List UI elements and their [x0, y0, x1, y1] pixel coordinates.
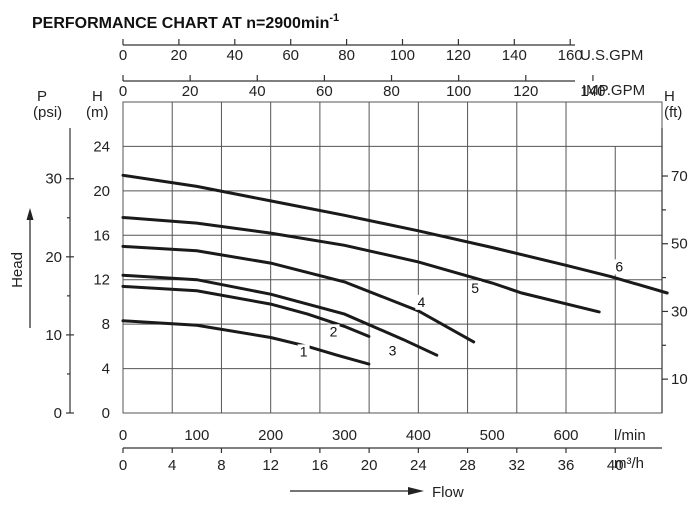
curve-label-backdrop — [386, 343, 399, 359]
pressure-tick-label: 20 — [45, 249, 62, 266]
flow-lmin-tick-label: 600 — [553, 427, 578, 444]
curve-label-backdrop — [415, 294, 428, 310]
impgpm-tick-label: 140 — [580, 83, 605, 100]
pressure-unit-label: (psi) — [33, 104, 62, 121]
usgpm-tick-label: 100 — [390, 47, 415, 64]
flow-m3h-tick-label: 12 — [262, 457, 279, 474]
performance-curves: 1 2 3 4 5 6 — [121, 173, 669, 366]
flow-lmin-unit-label: l/min — [614, 427, 646, 444]
pressure-axis-symbol: P — [37, 88, 47, 105]
flow-lmin-tick-label: 0 — [119, 427, 127, 444]
curve-label-6: 6 — [615, 258, 623, 274]
flow-axis-label: Flow — [290, 484, 464, 501]
usgpm-tick-label: 20 — [171, 47, 188, 64]
head-m-tick-label: 4 — [102, 361, 110, 378]
head-m-tick-label: 20 — [93, 183, 110, 200]
curve-2 — [121, 284, 371, 338]
head-m-tick-label: 24 — [93, 138, 110, 155]
curve-4 — [121, 244, 476, 344]
flow-lmin-tick-label: 400 — [406, 427, 431, 444]
usgpm-tick-label: 140 — [502, 47, 527, 64]
curve-label-1: 1 — [300, 343, 308, 359]
curve-5 — [121, 216, 601, 314]
flow-lmin-tick-label: 300 — [332, 427, 357, 444]
flow-axis-arrow-head — [408, 487, 424, 495]
flow-axis-label-text: Flow — [432, 484, 464, 501]
flow-lmin-tick-label: 200 — [258, 427, 283, 444]
curve-3 — [121, 273, 439, 357]
pressure-tick-label: 0 — [54, 405, 62, 422]
head-ft-unit-label: (ft) — [664, 104, 682, 121]
flow-m3h-tick-label: 20 — [361, 457, 378, 474]
impgpm-tick-label: 0 — [119, 83, 127, 100]
head-m-tick-label: 8 — [102, 316, 110, 333]
curve-label-4: 4 — [417, 294, 425, 310]
head-m-unit-label: (m) — [86, 104, 109, 121]
head-m-tick-label: 16 — [93, 227, 110, 244]
impgpm-tick-label: 20 — [182, 83, 199, 100]
curve-label-backdrop — [469, 281, 482, 297]
head-ft-tick-label: 30 — [671, 303, 688, 320]
curve-6 — [121, 173, 669, 295]
flow-m3h-tick-label: 36 — [558, 457, 575, 474]
head-axis-label: Head — [9, 208, 34, 328]
chart-title-superscript: -1 — [329, 12, 339, 24]
flow-m3h-tick-label: 24 — [410, 457, 427, 474]
flow-m3h-unit-label: m³/h — [614, 455, 644, 472]
flow-m3h-tick-label: 40 — [607, 457, 624, 474]
head-axis-arrow-head — [26, 208, 34, 220]
curve-label-backdrop — [613, 259, 626, 275]
flow-m3h-tick-label: 8 — [217, 457, 225, 474]
impgpm-tick-label: 40 — [249, 83, 266, 100]
usgpm-tick-label: 120 — [446, 47, 471, 64]
chart-title: PERFORMANCE CHART AT n=2900min-1 — [32, 12, 339, 32]
head-m-tick-label: 12 — [93, 272, 110, 289]
usgpm-tick-label: 160 — [558, 47, 583, 64]
impgpm-unit-label: IMP.GPM — [582, 82, 645, 99]
curve-label-3: 3 — [389, 343, 397, 359]
curve-1 — [121, 319, 371, 366]
plot-grid — [122, 101, 663, 414]
head-axis-label-text: Head — [9, 252, 26, 288]
usgpm-unit-label: U.S.GPM — [580, 47, 643, 64]
flow-m3h-tick-label: 0 — [119, 457, 127, 474]
usgpm-tick-label: 40 — [226, 47, 243, 64]
impgpm-tick-label: 100 — [446, 83, 471, 100]
impgpm-tick-label: 120 — [513, 83, 538, 100]
plot-axes — [69, 44, 663, 449]
usgpm-tick-label: 80 — [338, 47, 355, 64]
head-m-tick-label: 0 — [102, 405, 110, 422]
impgpm-axis-symbol: H — [92, 88, 103, 105]
flow-lmin-tick-label: 100 — [184, 427, 209, 444]
usgpm-tick-label: 0 — [119, 47, 127, 64]
impgpm-tick-label: 80 — [383, 83, 400, 100]
flow-m3h-tick-label: 28 — [459, 457, 476, 474]
impgpm-tick-label: 60 — [316, 83, 333, 100]
head-ft-tick-label: 70 — [671, 168, 688, 185]
head-ft-tick-label: 50 — [671, 236, 688, 253]
flow-m3h-tick-label: 32 — [508, 457, 525, 474]
chart-title-main: PERFORMANCE CHART AT n=2900min — [32, 15, 329, 32]
flow-lmin-tick-label: 500 — [480, 427, 505, 444]
flow-m3h-tick-label: 4 — [168, 457, 176, 474]
head-ft-tick-label: 10 — [671, 371, 688, 388]
curve-label-backdrop — [297, 344, 310, 360]
head-ft-axis-symbol: H — [664, 88, 675, 105]
usgpm-tick-label: 60 — [282, 47, 299, 64]
pressure-tick-label: 30 — [45, 171, 62, 188]
curve-label-5: 5 — [471, 280, 479, 296]
curve-label-2: 2 — [330, 323, 338, 339]
flow-m3h-tick-label: 16 — [312, 457, 329, 474]
pressure-tick-label: 10 — [45, 327, 62, 344]
curve-label-backdrop — [327, 324, 340, 340]
